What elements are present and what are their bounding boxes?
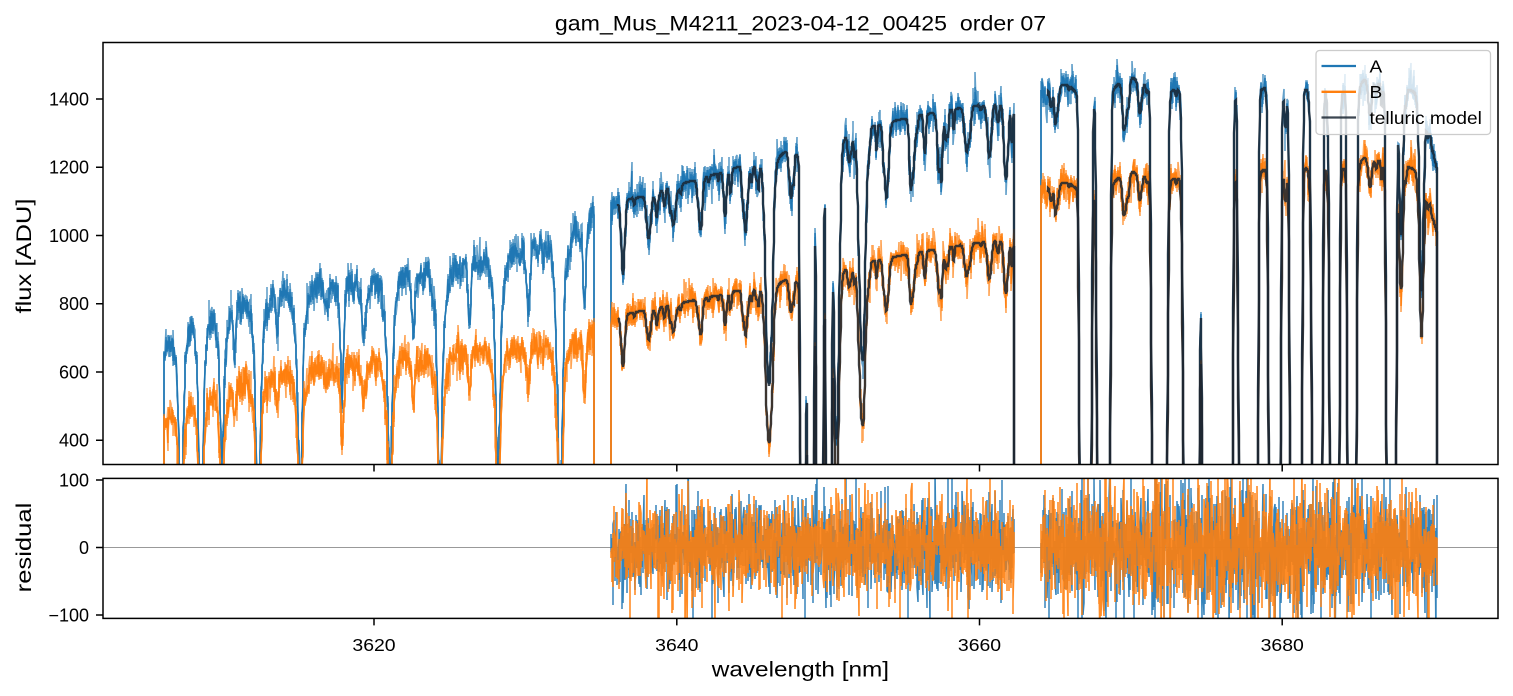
svg-text:flux [ADU]: flux [ADU]	[12, 199, 35, 314]
svg-text:3620: 3620	[352, 635, 395, 655]
svg-text:1200: 1200	[49, 158, 89, 178]
svg-text:−100: −100	[48, 605, 89, 625]
svg-text:100: 100	[59, 470, 89, 490]
svg-text:0: 0	[79, 538, 89, 558]
svg-text:1000: 1000	[49, 226, 89, 246]
svg-text:A: A	[1370, 56, 1383, 76]
svg-text:600: 600	[59, 362, 89, 382]
svg-text:400: 400	[59, 431, 89, 451]
svg-text:residual: residual	[12, 503, 35, 593]
svg-text:3680: 3680	[1261, 635, 1304, 655]
svg-text:wavelength [nm]: wavelength [nm]	[711, 657, 889, 681]
svg-text:3640: 3640	[655, 635, 698, 655]
svg-text:gam_Mus_M4211_2023-04-12_00425: gam_Mus_M4211_2023-04-12_00425 order 07	[555, 12, 1046, 36]
svg-text:800: 800	[59, 294, 89, 314]
svg-text:B: B	[1370, 82, 1383, 102]
svg-text:telluric model: telluric model	[1370, 107, 1482, 127]
svg-text:1400: 1400	[49, 89, 89, 109]
svg-text:3660: 3660	[958, 635, 1001, 655]
